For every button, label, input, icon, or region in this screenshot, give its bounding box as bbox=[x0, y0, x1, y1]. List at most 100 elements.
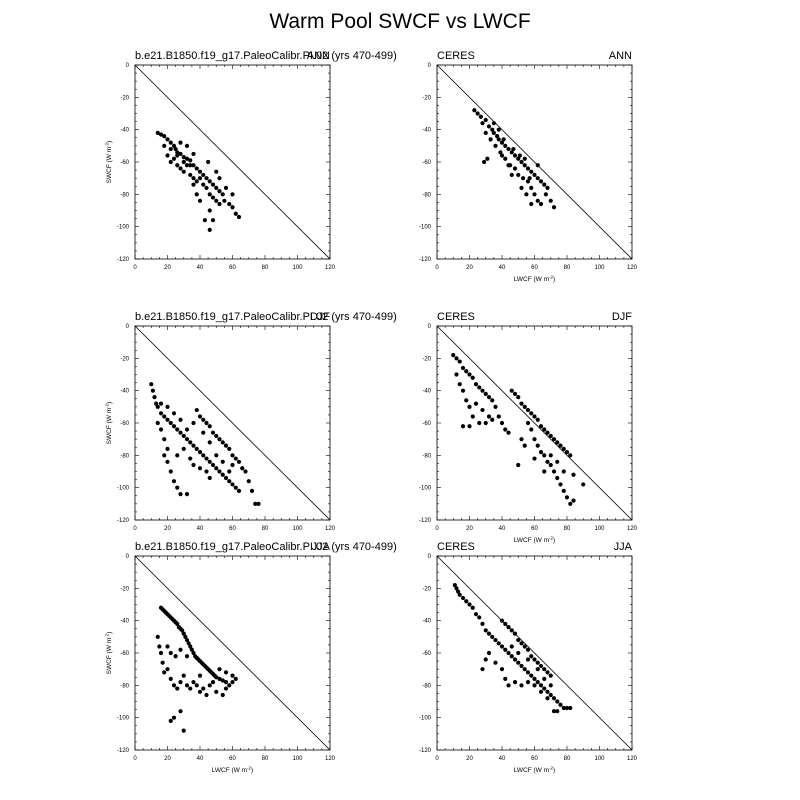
scatter-point bbox=[214, 675, 219, 680]
x-tick-label: 120 bbox=[627, 526, 638, 532]
scatter-point bbox=[171, 683, 177, 688]
x-tick-label: 100 bbox=[292, 526, 303, 532]
scatter-point bbox=[188, 440, 193, 445]
scatter-point bbox=[568, 501, 573, 506]
scatter-point bbox=[178, 647, 183, 652]
scatter-point bbox=[197, 673, 203, 678]
reference-line bbox=[436, 555, 633, 751]
x-tick-label: 40 bbox=[197, 756, 204, 762]
x-tick-label: 40 bbox=[499, 756, 506, 762]
scatter-point bbox=[503, 621, 508, 627]
scatter-point bbox=[165, 417, 170, 422]
y-tick-label: 0 bbox=[126, 324, 130, 330]
scatter-point bbox=[184, 163, 190, 168]
scatter-point bbox=[220, 692, 225, 698]
scatter-point bbox=[509, 150, 514, 155]
scatter-point bbox=[532, 676, 537, 681]
scatter-point bbox=[488, 137, 493, 142]
reference-line bbox=[436, 325, 633, 521]
x-tick-label: 60 bbox=[531, 756, 538, 762]
scatter-point bbox=[527, 176, 532, 181]
scatter-point bbox=[561, 705, 566, 711]
scatter-point bbox=[499, 618, 505, 623]
scatter-point bbox=[220, 459, 225, 464]
scatter-point bbox=[214, 169, 219, 174]
scatter-point bbox=[558, 443, 563, 448]
scatter-point bbox=[509, 388, 514, 393]
scatter-point bbox=[496, 127, 501, 132]
scatter-point bbox=[551, 469, 557, 474]
scatter-point bbox=[194, 192, 199, 197]
scatter-point bbox=[483, 117, 488, 123]
scatter-point bbox=[168, 159, 173, 165]
scatter-point bbox=[214, 198, 219, 203]
scatter-point bbox=[184, 654, 190, 659]
scatter-point bbox=[501, 137, 506, 142]
scatter-point bbox=[194, 179, 199, 184]
scatter-point bbox=[551, 437, 557, 442]
scatter-point bbox=[175, 686, 180, 691]
scatter-point bbox=[181, 446, 186, 451]
scatter-point bbox=[233, 211, 238, 216]
scatter-point bbox=[470, 375, 475, 380]
scatter-point bbox=[499, 140, 505, 145]
scatter-point bbox=[181, 433, 186, 439]
scatter-point bbox=[171, 424, 177, 429]
scatter-point bbox=[162, 670, 167, 675]
scatter-point bbox=[542, 453, 547, 458]
scatter-point bbox=[207, 424, 212, 429]
x-axis-label: LWCF (W m-2) bbox=[212, 766, 253, 775]
y-axis-label: SWCF (W m-2) bbox=[105, 141, 114, 184]
scatter-point bbox=[571, 472, 576, 477]
scatter-point bbox=[246, 479, 251, 484]
scatter-point bbox=[204, 456, 209, 461]
scatter-point bbox=[217, 676, 222, 681]
scatter-point bbox=[535, 667, 540, 672]
scatter-point bbox=[467, 602, 472, 607]
scatter-point bbox=[483, 628, 488, 633]
scatter-point bbox=[214, 466, 219, 471]
scatter-point bbox=[525, 420, 531, 426]
scatter-point bbox=[548, 462, 553, 468]
scatter-point bbox=[207, 683, 212, 688]
scatter-point bbox=[532, 456, 537, 461]
scatter-point bbox=[188, 172, 193, 178]
x-tick-label: 120 bbox=[325, 265, 336, 271]
scatter-point bbox=[456, 589, 461, 594]
y-tick-label: -100 bbox=[117, 225, 130, 231]
scatter-point bbox=[178, 417, 183, 422]
scatter-point bbox=[181, 631, 186, 636]
scatter-point bbox=[511, 146, 516, 152]
scatter-point bbox=[525, 680, 531, 685]
scatter-point bbox=[561, 446, 566, 451]
scatter-point bbox=[496, 641, 501, 646]
scatter-point bbox=[186, 641, 191, 646]
scatter-point bbox=[191, 680, 196, 685]
scatter-point bbox=[483, 420, 488, 426]
scatter-point bbox=[516, 637, 521, 643]
scatter-point bbox=[545, 689, 550, 694]
scatter-point bbox=[503, 427, 508, 432]
scatter-point bbox=[168, 718, 173, 724]
scatter-point bbox=[168, 140, 173, 145]
scatter-point bbox=[217, 201, 222, 207]
scatter-point bbox=[184, 437, 190, 442]
scatter-point bbox=[207, 475, 212, 481]
scatter-point bbox=[178, 492, 183, 497]
x-tick-label: 0 bbox=[133, 265, 137, 271]
scatter-point bbox=[542, 667, 547, 672]
scatter-point bbox=[496, 137, 501, 142]
scatter-point bbox=[477, 420, 482, 426]
scatter-point bbox=[532, 192, 537, 197]
scatter-point bbox=[460, 365, 466, 371]
scatter-point bbox=[473, 382, 479, 387]
scatter-point bbox=[191, 443, 196, 448]
scatter-point bbox=[194, 166, 199, 171]
scatter-point bbox=[175, 163, 180, 168]
scatter-point bbox=[452, 583, 457, 588]
y-tick-label: -80 bbox=[422, 192, 431, 198]
scatter-point bbox=[162, 134, 167, 139]
scatter-point bbox=[548, 198, 553, 203]
scatter-point bbox=[194, 683, 199, 688]
scatter-point bbox=[555, 475, 560, 481]
